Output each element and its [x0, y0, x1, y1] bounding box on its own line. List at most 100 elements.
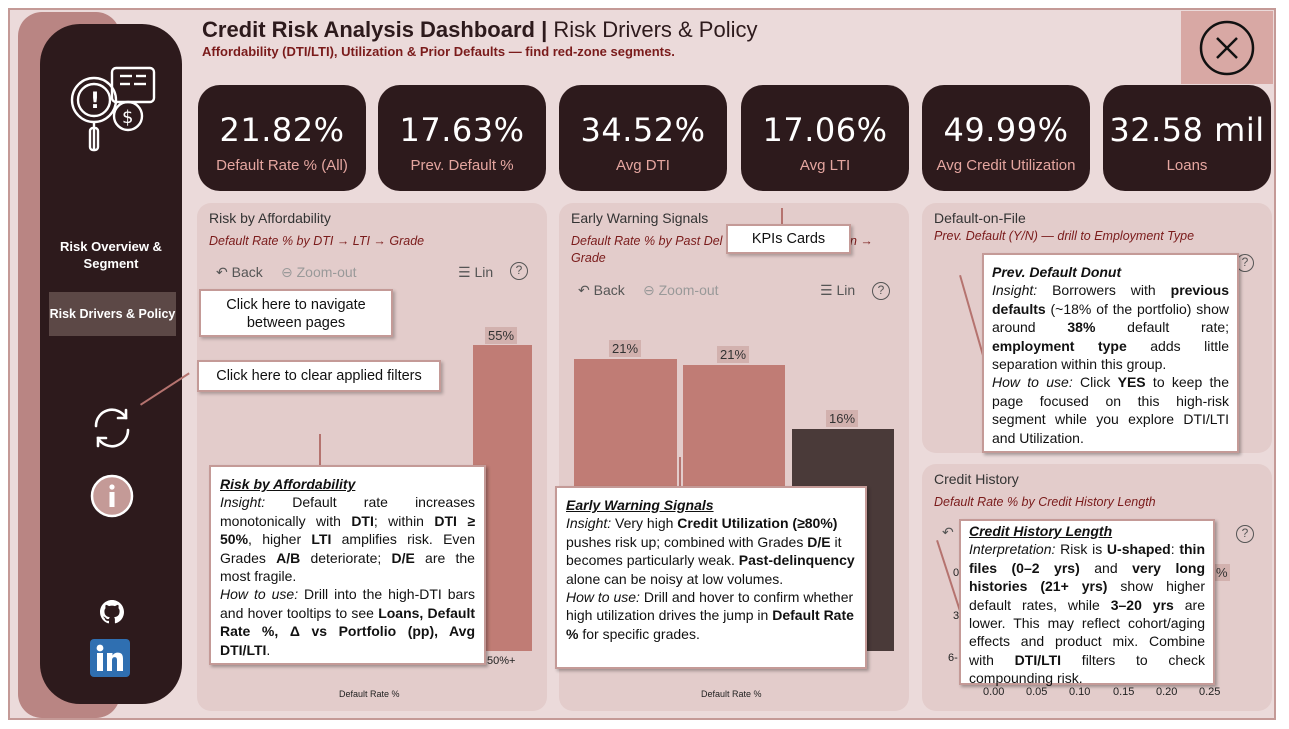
text: DTI/LTI [1014, 651, 1062, 668]
kpi-value: 32.58 mil [1109, 111, 1265, 149]
linkedin-icon[interactable] [90, 639, 130, 677]
text: default rate; [1095, 319, 1230, 336]
zoom-out-label: Zoom-out [658, 282, 719, 298]
x-tick-label: 0.25 [1199, 686, 1221, 698]
kpi-card-avg-dti: 34.52% Avg DTI [559, 85, 727, 191]
text: to keep the page focused on this high-ri… [992, 374, 1229, 446]
close-button[interactable] [1181, 11, 1273, 84]
lin-label: Lin [474, 264, 494, 280]
callout-title: Risk by Affordability [220, 476, 356, 492]
list-icon: ☰ [458, 264, 475, 280]
scale-lin-button[interactable]: ☰ Lin [458, 264, 493, 281]
kpi-label: Prev. Default % [410, 157, 514, 174]
bar-value-label: 16% [826, 410, 859, 427]
y-tick-label: 3 [953, 610, 960, 622]
sidebar: ! $ Risk Overview & Segment Risk Drivers… [40, 24, 182, 704]
back-icon[interactable]: ↶ [942, 524, 954, 540]
title-page: Risk Drivers & Policy [547, 17, 758, 42]
text: and [1079, 559, 1133, 576]
kpi-value: 17.06% [762, 111, 888, 149]
label: How to use: [566, 589, 640, 606]
help-icon[interactable]: ? [872, 282, 890, 300]
page-subtitle: Affordability (DTI/LTI), Utilization & P… [202, 44, 675, 59]
text: Default Rate % [566, 607, 854, 642]
back-icon: ↶ [216, 264, 232, 280]
tip-clear-filters: Click here to clear applied filters [197, 360, 441, 392]
x-tick-label: 0.05 [1026, 686, 1048, 698]
label: Insight: [220, 494, 266, 511]
callout-title: Early Warning Signals [566, 497, 714, 513]
callout-title: Credit History Length [969, 523, 1113, 539]
panel-subtitle: Prev. Default (Y/N) — drill to Employmen… [934, 229, 1195, 243]
page-title: Credit Risk Analysis Dashboard | Risk Dr… [202, 17, 757, 43]
text: thin files (0–2 yrs) [969, 541, 1205, 576]
text: Borrowers with [1037, 282, 1171, 299]
text: (~18% of the portfolio) show around [992, 300, 1229, 336]
bar-value-label: 21% [609, 340, 642, 357]
back-icon: ↶ [578, 282, 594, 298]
close-icon [1199, 20, 1255, 75]
x-tick-label: 0.10 [1069, 686, 1091, 698]
panel-title: Risk by Affordability [209, 210, 331, 226]
text: Drill into the high-DTI bars and hover t… [220, 586, 475, 621]
title-main: Credit Risk Analysis Dashboard | [202, 17, 548, 42]
callout-title: Prev. Default Donut [992, 264, 1122, 280]
zoom-out-button[interactable]: ⊖ Zoom-out [281, 264, 357, 281]
callout-early-warning: Early Warning Signals Insight: Very high… [555, 486, 867, 669]
callout-prev-default: Prev. Default Donut Insight: Borrowers w… [982, 253, 1239, 453]
x-tick-label: 50%+ [487, 655, 516, 667]
kpi-label: Default Rate % (All) [216, 157, 348, 174]
svg-text:!: ! [90, 89, 100, 114]
x-tick-label: 0.15 [1113, 686, 1135, 698]
bar-value-label: 21% [717, 346, 750, 363]
callout-credit-history: Credit History Length Interpretation: Ri… [959, 519, 1215, 686]
scale-lin-button[interactable]: ☰ Lin [820, 282, 855, 299]
y-tick-label: 0 [953, 567, 960, 579]
zoom-out-label: Zoom-out [296, 264, 357, 280]
kpi-card-prev-default: 17.63% Prev. Default % [378, 85, 546, 191]
kpi-label: Avg Credit Utilization [936, 157, 1076, 174]
back-label: Back [593, 282, 625, 298]
text: : [1170, 541, 1180, 558]
text: Credit Utilization (≥80%) [677, 515, 838, 532]
tip-kpi-cards: KPIs Cards [726, 224, 851, 254]
text: are the most fragile. [220, 549, 475, 585]
text: ; within [373, 512, 435, 529]
github-icon[interactable] [98, 598, 126, 626]
text: it becomes particularly weak. [566, 533, 842, 569]
text: adds little separation within this group… [992, 337, 1229, 373]
help-icon[interactable]: ? [510, 262, 528, 280]
help-icon[interactable]: ? [1236, 525, 1254, 543]
nav-risk-overview[interactable]: Risk Overview & Segment [60, 239, 162, 271]
info-icon[interactable] [90, 474, 134, 518]
panel-subtitle: Default Rate % by Credit History Length [934, 495, 1156, 509]
kpi-card-avg-lti: 17.06% Avg LTI [741, 85, 909, 191]
back-button[interactable]: ↶ Back [578, 282, 625, 299]
back-label: Back [231, 264, 263, 280]
text: . [266, 641, 271, 658]
x-tick-label: 0.20 [1156, 686, 1178, 698]
zoom-out-icon: ⊖ [281, 264, 297, 280]
label: Insight: [566, 515, 612, 532]
kpi-card-loans: 32.58 mil Loans [1103, 85, 1271, 191]
nav-risk-drivers-label: Risk Drivers & Policy [49, 307, 176, 321]
panel-subtitle-line2: Grade [571, 251, 606, 265]
zoom-out-button[interactable]: ⊖ Zoom-out [643, 282, 719, 299]
kpi-label: Avg LTI [799, 157, 851, 174]
text: Loans, Default Rate %, Δ vs Portfolio (p… [220, 604, 475, 658]
text: previous defaults [992, 282, 1229, 317]
kpi-value: 21.82% [219, 111, 345, 149]
text: alone can be noisy at low volumes. [566, 570, 784, 587]
kpi-value: 34.52% [580, 111, 706, 149]
nav-risk-drivers[interactable]: Risk Drivers & Policy [49, 292, 176, 336]
back-button[interactable]: ↶ Back [216, 264, 263, 281]
text: YES [1117, 374, 1146, 391]
refresh-icon[interactable] [88, 404, 136, 452]
text: DTI [351, 512, 374, 529]
text: U-shaped [1106, 541, 1171, 558]
text: , higher [248, 531, 312, 548]
y-tick-label: 6- [948, 652, 958, 664]
text: pushes risk up; combined with Grades [566, 533, 808, 550]
text: deteriorate; [300, 549, 392, 566]
text: Risk is [1055, 541, 1107, 558]
